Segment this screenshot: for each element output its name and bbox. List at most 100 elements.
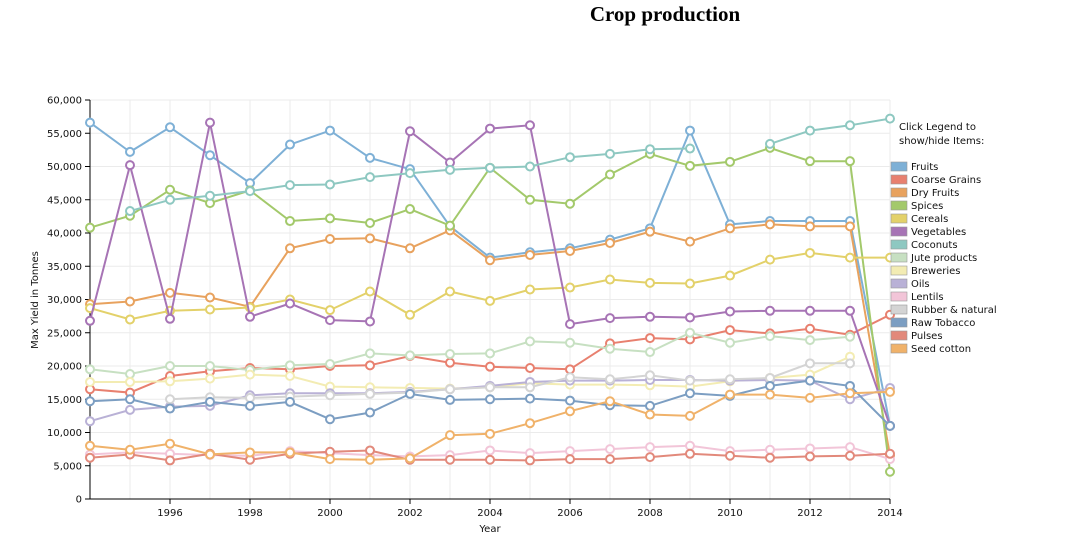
legend-swatch[interactable] (890, 213, 908, 224)
data-point[interactable] (605, 148, 615, 159)
data-point[interactable] (125, 368, 135, 379)
data-point[interactable] (365, 152, 375, 163)
data-point[interactable] (765, 331, 775, 342)
data-point[interactable] (285, 180, 295, 191)
legend-swatch[interactable] (890, 291, 908, 302)
data-point[interactable] (165, 394, 175, 405)
data-point[interactable] (485, 454, 495, 465)
data-point[interactable] (245, 400, 255, 411)
data-point[interactable] (725, 156, 735, 167)
data-point[interactable] (365, 286, 375, 297)
data-point[interactable] (285, 139, 295, 150)
data-point[interactable] (565, 152, 575, 163)
data-point[interactable] (365, 360, 375, 371)
data-point[interactable] (805, 443, 815, 454)
data-point[interactable] (205, 373, 215, 384)
legend-swatch[interactable] (890, 343, 908, 354)
data-point[interactable] (805, 125, 815, 136)
data-point[interactable] (405, 350, 415, 361)
data-point[interactable] (85, 396, 95, 407)
data-point[interactable] (565, 372, 575, 383)
data-point[interactable] (565, 319, 575, 330)
data-point[interactable] (365, 348, 375, 359)
data-point[interactable] (845, 331, 855, 342)
data-point[interactable] (765, 219, 775, 230)
data-point[interactable] (685, 448, 695, 459)
data-point[interactable] (805, 323, 815, 334)
data-point[interactable] (525, 382, 535, 393)
data-point[interactable] (845, 120, 855, 131)
data-point[interactable] (205, 150, 215, 161)
data-point[interactable] (205, 361, 215, 371)
data-point[interactable] (685, 125, 695, 136)
data-point[interactable] (485, 255, 495, 266)
data-point[interactable] (725, 270, 735, 281)
data-point[interactable] (485, 295, 495, 306)
data-point[interactable] (845, 450, 855, 461)
data-point[interactable] (205, 449, 215, 460)
data-point[interactable] (165, 361, 175, 371)
data-point[interactable] (405, 243, 415, 254)
data-point[interactable] (245, 392, 255, 403)
legend-swatch[interactable] (890, 239, 908, 250)
legend-label[interactable]: Coarse Grains (911, 175, 981, 186)
data-point[interactable] (325, 454, 335, 465)
data-point[interactable] (445, 286, 455, 297)
data-point[interactable] (765, 138, 775, 149)
data-point[interactable] (205, 304, 215, 315)
data-point[interactable] (605, 343, 615, 354)
data-point[interactable] (525, 336, 535, 347)
data-point[interactable] (365, 233, 375, 244)
data-point[interactable] (325, 414, 335, 425)
data-point[interactable] (125, 404, 135, 415)
data-point[interactable] (325, 305, 335, 316)
data-point[interactable] (565, 395, 575, 406)
data-point[interactable] (685, 375, 695, 386)
legend-swatch[interactable] (890, 252, 908, 263)
data-point[interactable] (325, 233, 335, 244)
data-point[interactable] (605, 313, 615, 324)
data-point[interactable] (765, 389, 775, 400)
data-point[interactable] (885, 448, 895, 459)
data-point[interactable] (405, 309, 415, 320)
data-point[interactable] (445, 454, 455, 465)
data-point[interactable] (365, 407, 375, 418)
legend-label[interactable]: Seed cotton (911, 344, 971, 355)
legend-item[interactable]: Coarse Grains (890, 174, 981, 186)
legend-swatch[interactable] (890, 304, 908, 315)
legend-item[interactable]: Breweries (890, 265, 961, 277)
data-point[interactable] (365, 172, 375, 183)
data-point[interactable] (365, 445, 375, 456)
data-point[interactable] (165, 438, 175, 449)
data-point[interactable] (685, 143, 695, 154)
data-point[interactable] (125, 394, 135, 405)
data-point[interactable] (645, 442, 655, 453)
data-point[interactable] (85, 416, 95, 427)
legend-item[interactable]: Seed cotton (890, 343, 971, 355)
data-point[interactable] (445, 384, 455, 395)
data-point[interactable] (765, 444, 775, 455)
data-point[interactable] (525, 455, 535, 466)
legend-label[interactable]: Jute products (910, 253, 977, 264)
data-point[interactable] (245, 447, 255, 458)
data-point[interactable] (285, 243, 295, 254)
data-point[interactable] (765, 452, 775, 463)
legend-label[interactable]: Rubber & natural (911, 305, 997, 316)
data-point[interactable] (365, 316, 375, 327)
legend-item[interactable]: Raw Tobacco (890, 317, 975, 329)
data-point[interactable] (685, 410, 695, 421)
data-point[interactable] (765, 305, 775, 316)
data-point[interactable] (85, 117, 95, 128)
data-point[interactable] (645, 226, 655, 237)
data-point[interactable] (165, 194, 175, 205)
data-point[interactable] (605, 237, 615, 248)
data-point[interactable] (845, 156, 855, 167)
data-point[interactable] (325, 179, 335, 190)
data-point[interactable] (525, 120, 535, 131)
data-point[interactable] (685, 327, 695, 338)
data-point[interactable] (85, 222, 95, 233)
data-point[interactable] (645, 409, 655, 420)
data-point[interactable] (725, 306, 735, 317)
legend-swatch[interactable] (890, 330, 908, 341)
data-point[interactable] (645, 452, 655, 463)
